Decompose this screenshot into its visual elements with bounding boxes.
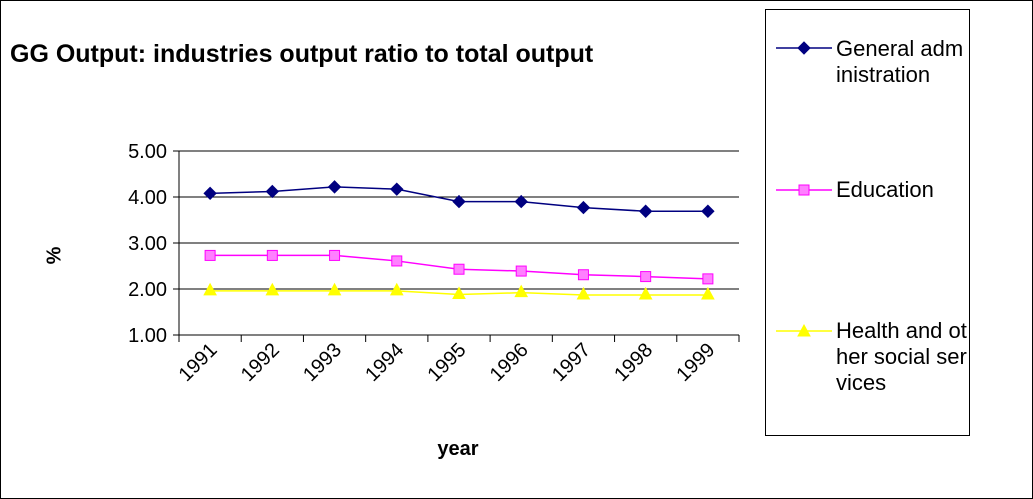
legend-label-general-administration: General administration: [836, 36, 964, 87]
legend-symbol-education: [776, 184, 832, 196]
legend-label-education: Education: [836, 177, 934, 202]
data-point: [701, 286, 715, 300]
legend: General administration Education Health …: [765, 9, 970, 436]
data-point: [453, 263, 465, 275]
data-point: [452, 286, 466, 300]
data-point: [702, 273, 714, 285]
x-axis-label: year: [437, 438, 479, 460]
data-point: [266, 249, 278, 261]
x-tick-label: 1994: [361, 339, 408, 386]
data-point: [204, 249, 216, 261]
data-point: [701, 204, 715, 218]
x-tick-label: 1995: [424, 339, 471, 386]
legend-symbols: [776, 41, 832, 337]
y-tick-label: 3.00: [128, 233, 167, 255]
legend-symbol-health: [776, 323, 832, 337]
data-point: [265, 184, 280, 199]
y-tick-label: 1.00: [128, 325, 167, 347]
data-point: [452, 194, 466, 209]
y-tick-label: 4.00: [128, 187, 167, 209]
data-point: [577, 269, 589, 281]
legend-label-health: Health and other social services: [836, 318, 967, 395]
data-point: [265, 282, 280, 296]
data-point: [329, 249, 341, 261]
data-point: [638, 204, 653, 218]
x-tick-label: 1998: [610, 339, 657, 386]
data-point: [576, 286, 591, 300]
data-point: [203, 282, 217, 296]
x-tick-label: 1992: [237, 339, 284, 386]
x-tick-label: 1999: [672, 339, 719, 386]
y-tick-label: 5.00: [128, 141, 167, 163]
x-tick-label: 1997: [548, 339, 595, 386]
data-point: [327, 282, 342, 296]
data-point: [576, 200, 591, 215]
data-point: [390, 182, 404, 196]
data-point: [515, 265, 527, 277]
data-point: [640, 271, 652, 283]
data-point: [389, 282, 404, 296]
data-point: [327, 180, 342, 194]
y-tick-label: 2.00: [128, 279, 167, 301]
x-tick-label: 1996: [486, 339, 533, 386]
chart-title: GG Output: industries output ratio to to…: [10, 40, 594, 68]
legend-symbol-general-administration: [776, 41, 832, 55]
data-point: [638, 286, 653, 300]
x-tick-label: 1991: [175, 339, 222, 386]
data-point: [514, 194, 528, 209]
data-point: [391, 255, 403, 267]
data-point: [514, 284, 529, 298]
data-point: [203, 186, 217, 201]
x-tick-label: 1993: [299, 339, 346, 386]
